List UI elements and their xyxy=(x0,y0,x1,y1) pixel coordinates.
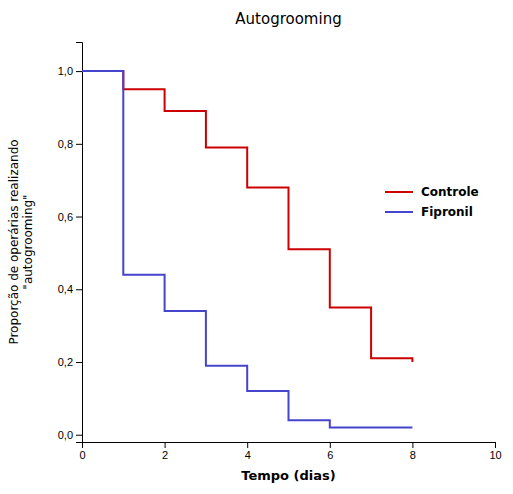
x-tick-label: 4 xyxy=(245,449,251,461)
legend-item: Controle xyxy=(385,185,479,199)
x-tick-mark xyxy=(247,442,248,448)
x-tick-mark xyxy=(165,442,166,448)
y-tick: 0,4 xyxy=(58,283,82,295)
x-tick-label: 2 xyxy=(162,449,168,461)
x-axis-title: Tempo (dias) xyxy=(241,468,335,483)
x-tick: 10 xyxy=(489,442,501,461)
x-axis-line xyxy=(83,443,496,449)
x-tick: 8 xyxy=(410,442,416,461)
x-tick-label: 0 xyxy=(79,449,85,461)
legend: Controle Fipronil xyxy=(385,185,479,219)
y-tick: 1,0 xyxy=(58,65,82,77)
x-tick: 0 xyxy=(79,442,85,461)
x-tick-mark xyxy=(495,442,496,448)
y-tick-mark xyxy=(76,71,82,72)
y-axis-line xyxy=(76,43,83,443)
x-tick: 2 xyxy=(162,442,168,461)
x-tick-label: 8 xyxy=(410,449,416,461)
y-tick-label: 0,0 xyxy=(58,429,73,441)
y-tick-label: 0,6 xyxy=(58,211,73,223)
line xyxy=(82,71,412,427)
x-tick: 4 xyxy=(245,442,251,461)
x-tick-label: 6 xyxy=(327,449,333,461)
y-tick-mark xyxy=(76,217,82,218)
legend-label: Controle xyxy=(421,185,479,199)
x-tick-label: 10 xyxy=(489,449,501,461)
x-tick-mark xyxy=(412,442,413,448)
line xyxy=(82,71,412,362)
legend-label: Fipronil xyxy=(421,205,473,219)
y-tick-mark xyxy=(76,362,82,363)
y-tick-mark xyxy=(76,289,82,290)
title: Autogrooming xyxy=(235,10,341,28)
y-tick: 0,0 xyxy=(58,429,82,441)
y-tick-label: 0,2 xyxy=(58,356,73,368)
y-tick: 0,6 xyxy=(58,211,82,223)
y-tick-mark xyxy=(76,144,82,145)
x-tick-mark xyxy=(330,442,331,448)
y-axis-title: Proporção de operárias realizando"autogr… xyxy=(7,139,35,344)
chart: 0 2 4 6 8 10 0,0 0,2 0,4 0,6 0,8 1,0 Controle Fiproni… xyxy=(0,0,513,494)
y-tick-label: 0,4 xyxy=(58,283,73,295)
y-tick-mark xyxy=(76,435,82,436)
legend-item: Fipronil xyxy=(385,205,473,219)
lines xyxy=(82,71,412,427)
x-axis: 0 2 4 6 8 10 xyxy=(79,442,501,461)
plot-area: 0 2 4 6 8 10 0,0 0,2 0,4 0,6 0,8 1,0 Controle Fiproni… xyxy=(58,43,502,461)
legend-swatch xyxy=(385,191,413,193)
legend-swatch xyxy=(385,211,413,213)
y-tick: 0,8 xyxy=(58,138,82,150)
y-axis: 0,0 0,2 0,4 0,6 0,8 1,0 xyxy=(58,43,83,443)
y-tick-label: 0,8 xyxy=(58,138,73,150)
y-tick-label: 1,0 xyxy=(58,65,73,77)
x-tick: 6 xyxy=(327,442,333,461)
y-tick: 0,2 xyxy=(58,356,82,368)
